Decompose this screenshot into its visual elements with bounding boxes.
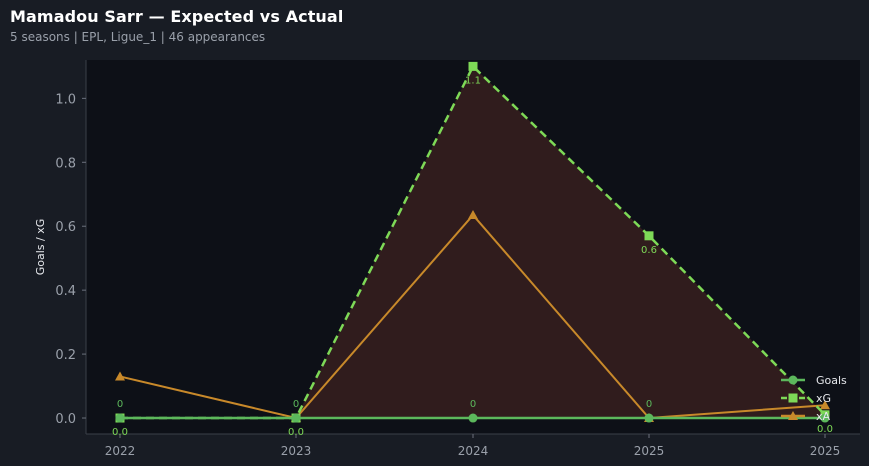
xa-point xyxy=(468,210,478,220)
x-tick-label: 2023 xyxy=(281,444,312,458)
y-tick-label: 0.2 xyxy=(55,348,76,363)
xa-point xyxy=(115,371,125,381)
chart-title: Mamadou Sarr — Expected vs Actual xyxy=(10,7,344,26)
y-tick-label: 0.4 xyxy=(55,284,76,299)
legend-marker xyxy=(788,411,798,420)
y-tick-label: 0.8 xyxy=(55,156,76,171)
goals-point xyxy=(820,413,830,423)
xg-data-label: 0.0 xyxy=(817,424,833,435)
goals-point xyxy=(115,413,125,423)
legend-label: Goals xyxy=(816,374,847,387)
xg-data-label: 1.1 xyxy=(465,75,481,86)
xg-point xyxy=(468,61,478,71)
goals-point xyxy=(291,413,301,423)
chart-subtitle: 5 seasons | EPL, Ligue_1 | 46 appearance… xyxy=(10,30,266,44)
goals-data-label: 0 xyxy=(293,399,299,410)
x-tick-label: 2025 xyxy=(810,444,841,458)
xg-data-label: 0.6 xyxy=(641,245,657,256)
legend-label: xG xyxy=(816,392,831,405)
xg-point xyxy=(644,231,654,241)
x-tick-label: 2022 xyxy=(105,444,136,458)
xa-point xyxy=(820,400,830,410)
goals-point xyxy=(468,413,478,423)
goals-data-label: 0 xyxy=(646,399,652,410)
goals-point xyxy=(644,413,654,423)
goals-data-label: 0 xyxy=(470,399,476,410)
legend-label: xA xyxy=(816,410,831,423)
y-tick-label: 1.0 xyxy=(55,92,76,107)
x-tick-label: 2024 xyxy=(458,444,489,458)
y-tick-label: 0.6 xyxy=(55,220,76,235)
goals-data-label: 0 xyxy=(117,399,123,410)
legend-marker xyxy=(788,375,798,385)
xg-data-label: 0.0 xyxy=(288,427,304,438)
xg-goals-gap-area xyxy=(120,66,825,419)
y-tick-label: 0.0 xyxy=(55,412,76,427)
legend-marker xyxy=(788,393,798,403)
y-axis-label: Goals / xG xyxy=(34,219,47,276)
x-tick-label: 2025 xyxy=(634,444,665,458)
xg-data-label: 0.0 xyxy=(112,427,128,438)
